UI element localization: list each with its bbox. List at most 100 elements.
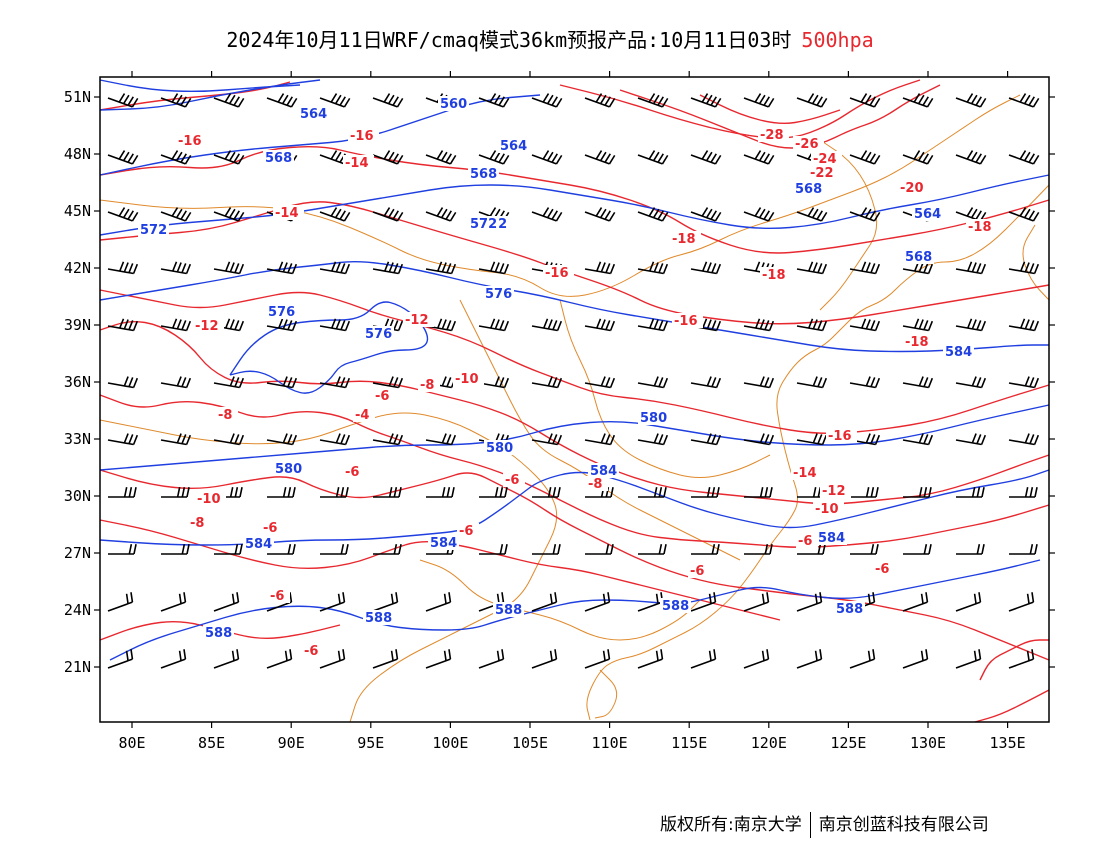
wind-barb-flag <box>278 318 284 329</box>
wind-barb-flag <box>764 320 770 330</box>
contour-label-bg <box>586 476 608 491</box>
lat-label: 30N <box>64 487 91 505</box>
wind-barb-flag <box>1019 93 1027 103</box>
lat-label: 45N <box>64 202 91 220</box>
geopotential-label: 588 <box>205 626 232 641</box>
wind-barb-flag <box>499 320 505 330</box>
temperature-label: -18 <box>672 232 696 247</box>
wind-barb-flag <box>552 434 558 444</box>
wind-barb-flag <box>971 262 977 273</box>
wind-barb-flag <box>503 377 510 388</box>
wind-barb-flag <box>392 96 399 106</box>
wind-barb-flag <box>600 262 606 273</box>
lon-label: 125E <box>830 734 866 752</box>
wind-barb-flag <box>448 592 452 603</box>
geopotential-label: 568 <box>470 167 497 182</box>
wind-barb-flag <box>967 261 973 272</box>
temperature-label: -8 <box>420 378 434 393</box>
geopotential-label: 584 <box>818 531 845 546</box>
wind-barb-flag <box>556 377 563 388</box>
wind-barb-flag <box>867 650 871 661</box>
wind-barb-flag <box>870 434 876 444</box>
company-text: 南京创蓝科技有限公司 <box>818 815 989 835</box>
wind-barb-flag <box>181 487 186 498</box>
wind-barb-flag <box>1033 434 1040 445</box>
wind-barb-flag <box>596 261 602 272</box>
wind-barb-flag <box>860 207 868 217</box>
wind-barb-flag <box>1024 487 1029 498</box>
temperature-label: -8 <box>588 477 602 492</box>
wind-barb-flag <box>118 93 126 103</box>
wind-barb-flag <box>339 210 346 220</box>
wind-barb-flag <box>181 377 187 387</box>
wind-barb-flag <box>284 650 288 661</box>
wind-barb-flag <box>557 487 561 498</box>
wind-barb-flag <box>127 153 134 163</box>
wind-barb-flag <box>225 261 231 272</box>
wind-barb-flag <box>812 433 818 444</box>
wind-barb-flag <box>184 154 192 165</box>
lat-label: 33N <box>64 430 91 448</box>
temperature-label: -22 <box>810 166 834 181</box>
wind-barb-flag <box>1029 320 1035 330</box>
wind-barb-flag <box>554 649 558 660</box>
wind-barb-flag <box>335 262 341 273</box>
wind-barb-flag <box>662 320 669 331</box>
wind-barb-flag <box>183 649 187 660</box>
wind-barb-flag <box>1033 263 1040 274</box>
wind-barb-flag <box>660 649 664 660</box>
contour-label-bg <box>793 136 824 151</box>
wind-barb-flag <box>764 487 769 498</box>
wind-barb-flag <box>331 318 337 329</box>
wind-barb-flag <box>398 487 402 498</box>
wind-barb-flag <box>767 154 775 165</box>
wind-barb-flag <box>290 97 298 108</box>
wind-barb-flag <box>450 320 457 331</box>
wind-barb-flag <box>1028 153 1035 163</box>
wind-barb-flag <box>819 649 823 660</box>
coastline <box>459 299 741 561</box>
wind-barb-flag <box>763 96 770 106</box>
contour-label-bg <box>203 625 234 640</box>
wind-barb-flag <box>708 593 712 604</box>
wind-barb-flag <box>1023 151 1031 162</box>
wind-barb-flag <box>918 433 924 444</box>
wind-barb-flag <box>599 151 607 162</box>
geopotential-contour <box>109 559 1041 661</box>
wind-barb-flag <box>437 318 443 329</box>
wind-barb-flag <box>551 96 558 106</box>
wind-barb-flag <box>132 434 139 445</box>
wind-barb-flag <box>865 376 871 387</box>
wind-barb-flag <box>398 544 402 555</box>
wind-barb-flag <box>128 320 134 330</box>
wind-barb-flag <box>289 649 293 660</box>
wind-barb-flag <box>334 151 342 162</box>
wind-barb-flag <box>873 211 881 222</box>
wind-barb-flag <box>754 93 762 103</box>
wind-barb-flag <box>291 434 298 445</box>
geopotential-label: 580 <box>640 411 667 426</box>
wind-barb-flag <box>239 544 243 555</box>
wind-barb-flag <box>608 97 616 108</box>
wind-barb-flag <box>388 487 393 498</box>
wind-barb-flag <box>131 211 139 222</box>
geopotential-label: 564 <box>500 139 527 154</box>
geopotential-label: 576 <box>485 287 512 302</box>
wind-barb-flag <box>811 208 819 219</box>
wind-barb-flag <box>711 434 717 444</box>
wind-barb-flag <box>821 263 828 274</box>
wind-barb-flag <box>759 487 764 498</box>
wind-barb-flag <box>658 544 663 555</box>
temperature-label: -6 <box>459 524 473 539</box>
wind-barb-flag <box>973 593 977 604</box>
wind-barb-flag <box>811 94 819 105</box>
contour-label-bg <box>273 461 304 476</box>
wind-barb-flag <box>814 650 818 661</box>
wind-barb-flag <box>970 94 978 105</box>
wind-barb-flag <box>440 151 448 162</box>
wind-barb-flag <box>761 593 765 604</box>
temperature-label: -12 <box>405 313 429 328</box>
contour-label-bg <box>261 520 283 535</box>
wind-barb-flag <box>498 153 505 163</box>
contour-label-bg <box>363 610 394 625</box>
